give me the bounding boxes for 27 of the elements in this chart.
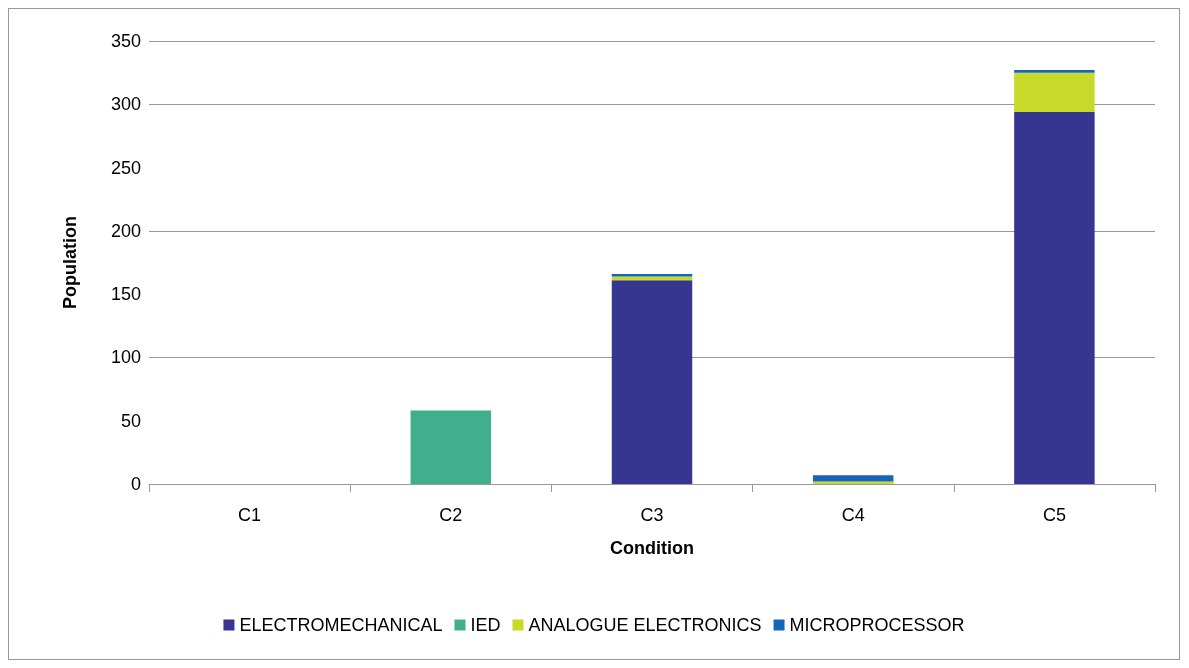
bar xyxy=(1014,111,1095,484)
bar xyxy=(1014,70,1095,73)
x-tick-label: C5 xyxy=(1042,505,1066,525)
legend-label: ANALOGUE ELECTRONICS xyxy=(528,615,762,635)
bar xyxy=(1014,72,1095,112)
y-tick-label: 100 xyxy=(110,347,141,368)
y-tick-label: 350 xyxy=(110,31,141,51)
y-tick-label: 50 xyxy=(120,410,141,431)
bar xyxy=(812,475,894,482)
x-tick-label: C1 xyxy=(238,505,262,525)
x-tick-label: C3 xyxy=(640,505,664,525)
legend-label: MICROPROCESSOR xyxy=(789,615,965,635)
y-tick-label: 300 xyxy=(110,94,141,115)
y-tick-label: 150 xyxy=(110,284,141,305)
x-tick-label: C2 xyxy=(439,505,463,525)
x-tick-label: C4 xyxy=(841,505,865,525)
bar xyxy=(611,276,693,281)
y-tick-label: 250 xyxy=(110,157,141,178)
y-axis-title: Population xyxy=(60,216,80,309)
y-tick-label: 0 xyxy=(130,474,141,494)
bar xyxy=(812,481,894,484)
x-axis-title: Condition xyxy=(610,538,694,558)
legend-label: IED xyxy=(470,615,501,635)
bar xyxy=(611,280,693,484)
y-tick-label: 200 xyxy=(110,220,141,241)
bar xyxy=(410,410,492,484)
legend-label: ELECTROMECHANICAL xyxy=(239,615,443,635)
